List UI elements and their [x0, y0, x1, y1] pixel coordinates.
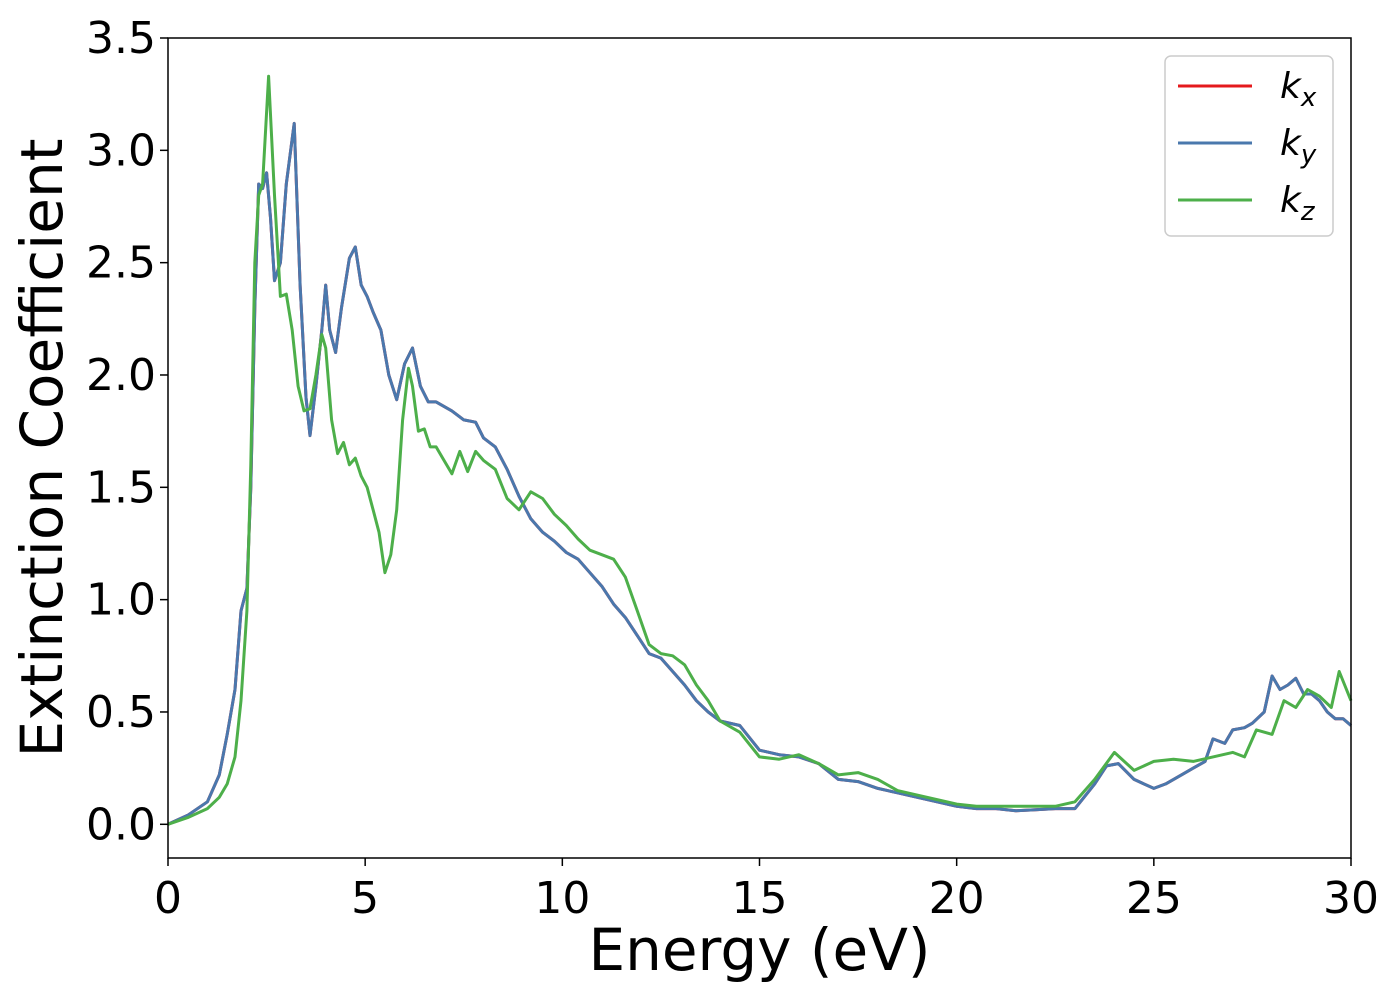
x-tick-label: 20	[929, 873, 985, 924]
x-tick-label: 15	[732, 873, 788, 924]
x-tick-label: 5	[351, 873, 379, 924]
y-tick-label: 0.5	[86, 687, 156, 738]
x-tick-label: 25	[1126, 873, 1182, 924]
legend: kx ky kz	[1164, 55, 1334, 237]
y-axis: 0.0 0.5 1.0 1.5 2.0 2.5 3.0 3.5	[86, 13, 168, 850]
y-tick-label: 2.5	[86, 238, 156, 289]
y-tick-label: 1.0	[86, 575, 156, 626]
y-tick-label: 3.5	[86, 13, 156, 64]
x-axis-title: Energy (eV)	[588, 916, 930, 984]
series-lines	[167, 74, 1353, 826]
y-axis-title: Extinction Coefficient	[8, 139, 76, 758]
y-tick-label: 0.0	[86, 799, 156, 850]
series-line-kz	[167, 74, 1353, 826]
y-tick-label: 3.0	[86, 125, 156, 176]
legend-box	[1164, 55, 1334, 237]
y-tick-label: 1.5	[86, 462, 156, 513]
legend-label-kx: kx	[1280, 66, 1317, 113]
x-tick-label: 10	[534, 873, 590, 924]
y-tick-label: 2.0	[86, 350, 156, 401]
series-line-ky	[167, 121, 1352, 826]
legend-label-ky: ky	[1280, 123, 1317, 170]
legend-label-kz: kz	[1280, 180, 1316, 227]
x-axis: 0 5 10 15 20 25 30	[154, 858, 1379, 924]
x-tick-label: 30	[1323, 873, 1379, 924]
x-tick-label: 0	[154, 873, 182, 924]
